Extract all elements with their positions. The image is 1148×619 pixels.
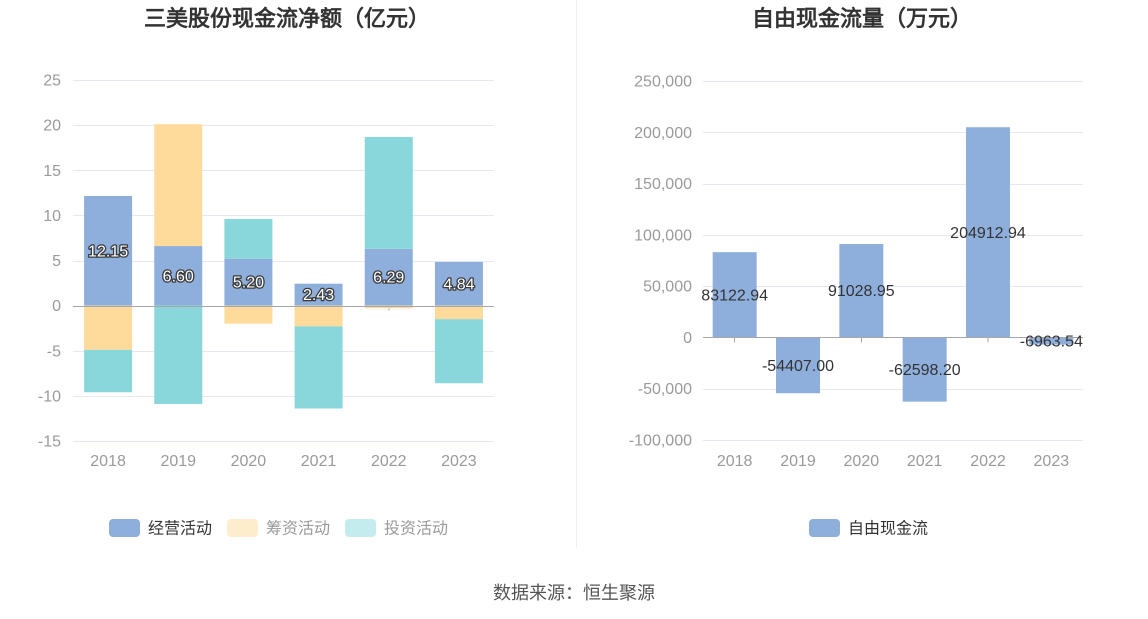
cashflow-x-tick-label: 2018 xyxy=(90,453,126,470)
cashflow-legend-item-1[interactable]: 经营活动 xyxy=(109,519,212,538)
bar-cashflow-s3-2023[interactable] xyxy=(434,319,483,384)
fcf-y-tick-label: 0 xyxy=(683,330,692,347)
legend-swatch xyxy=(809,519,840,537)
fcf-x-tick-label: 2023 xyxy=(1034,453,1070,470)
fcf-chart: 250,000 200,000 150,000 100,000 50,000 0 -50,0… xyxy=(629,74,1083,538)
cashflow-data-label-2019: 6.60 xyxy=(163,268,194,285)
cashflow-y-tick-label: -15 xyxy=(38,434,61,451)
cashflow-x-tick-label: 2022 xyxy=(371,453,407,470)
cashflow-y-tick-label: 20 xyxy=(43,118,61,135)
bar-cashflow-s3-2022[interactable] xyxy=(364,136,413,249)
bar-fcf-s1-2020[interactable] xyxy=(839,244,884,338)
cashflow-y-tick-label: 5 xyxy=(52,253,61,270)
cashflow-data-label-2020: 5.20 xyxy=(233,275,264,292)
cashflow-chart: 25 20 15 10 5 0 -5 -10 -15 2018 2019 2020 2021 2022 20… xyxy=(38,73,494,538)
fcf-y-tick-label: 150,000 xyxy=(634,176,692,193)
fcf-y-tick-label: 200,000 xyxy=(634,125,692,142)
cashflow-y-tick-label: 15 xyxy=(43,163,61,180)
bar-cashflow-s2-2021[interactable] xyxy=(294,305,343,327)
fcf-data-label-2022: 204912.94 xyxy=(950,225,1026,242)
legend-swatch xyxy=(345,519,376,537)
fcf-x-tick-label: 2022 xyxy=(970,453,1006,470)
cashflow-data-label-2021: 2.43 xyxy=(303,287,334,304)
fcf-x-tick-label: 2021 xyxy=(907,453,943,470)
bar-fcf-s1-2022[interactable] xyxy=(966,127,1010,338)
legend-swatch xyxy=(227,519,258,537)
cashflow-x-tick-label: 2019 xyxy=(160,453,196,470)
bar-cashflow-s2-2023[interactable] xyxy=(434,305,483,320)
cashflow-x-tick-label: 2023 xyxy=(441,453,477,470)
cashflow-y-tick-label: -5 xyxy=(47,343,61,360)
cashflow-y-tick-label: 25 xyxy=(43,73,61,90)
legend-swatch xyxy=(109,519,140,537)
fcf-y-tick-label: 100,000 xyxy=(634,227,692,244)
fcf-x-tick-label: 2018 xyxy=(717,453,753,470)
bar-cashflow-s3-2020[interactable] xyxy=(224,218,273,259)
cashflow-y-tick-label: -10 xyxy=(38,388,61,405)
fcf-data-label-2021: -62598.20 xyxy=(889,362,961,379)
cashflow-data-label-2018: 12.15 xyxy=(88,243,128,260)
cashflow-legend-item-3[interactable]: 投资活动 xyxy=(345,519,448,538)
fcf-data-label-2023: -6963.54 xyxy=(1020,333,1083,350)
bar-cashflow-s1-2021[interactable] xyxy=(294,283,343,306)
legend-label: 筹资活动 xyxy=(266,520,330,538)
fcf-x-tick-label: 2020 xyxy=(844,453,880,470)
bar-fcf-s1-2019[interactable] xyxy=(776,337,820,394)
fcf-y-tick-label: -50,000 xyxy=(638,381,692,398)
cashflow-y-tick-label: 10 xyxy=(43,208,61,225)
fcf-x-tick-label: 2019 xyxy=(780,453,816,470)
bar-fcf-s1-2023[interactable] xyxy=(1029,337,1074,345)
bar-cashflow-s2-2018[interactable] xyxy=(84,305,133,350)
fcf-y-tick-label: 250,000 xyxy=(634,74,692,91)
legend-label: 自由现金流 xyxy=(848,520,928,538)
bar-cashflow-s3-2019[interactable] xyxy=(154,305,203,404)
cashflow-x-tick-label: 2021 xyxy=(301,453,337,470)
legend-label: 经营活动 xyxy=(148,520,212,538)
bar-cashflow-s1-2022[interactable] xyxy=(364,248,413,306)
fcf-legend: 自由现金流 xyxy=(809,519,928,538)
cashflow-x-tick-label: 2020 xyxy=(231,453,267,470)
fcf-y-tick-label: -100,000 xyxy=(629,433,692,450)
fcf-y-tick-label: 50,000 xyxy=(643,279,692,296)
fcf-legend-item-1[interactable]: 自由现金流 xyxy=(809,519,928,538)
cashflow-legend: 经营活动 筹资活动 投资活动 xyxy=(109,519,448,538)
bar-cashflow-s3-2021[interactable] xyxy=(294,326,343,409)
cashflow-data-label-2022: 6.29 xyxy=(373,270,404,287)
data-source-note: 数据来源：恒生聚源 xyxy=(493,583,655,603)
legend-label: 投资活动 xyxy=(384,520,448,538)
bar-cashflow-s1-2020[interactable] xyxy=(224,258,273,306)
bar-cashflow-s1-2023[interactable] xyxy=(434,261,483,306)
bar-cashflow-s1-2018[interactable] xyxy=(84,195,133,306)
cashflow-data-label-2023: 4.84 xyxy=(443,276,474,293)
bar-fcf-s1-2018[interactable] xyxy=(712,252,757,338)
bar-cashflow-s3-2018[interactable] xyxy=(84,349,133,393)
fcf-data-label-2020: 91028.95 xyxy=(828,283,895,300)
bar-cashflow-s2-2020[interactable] xyxy=(224,305,273,324)
cashflow-y-tick-label: 0 xyxy=(52,298,61,315)
cashflow-legend-item-2[interactable]: 筹资活动 xyxy=(227,519,330,538)
fcf-chart-title: 自由现金流量（万元） xyxy=(752,6,972,31)
bar-cashflow-s1-2019[interactable] xyxy=(154,246,203,306)
fcf-data-label-2019: -54407.00 xyxy=(762,358,834,375)
fcf-data-label-2018: 83122.94 xyxy=(701,287,768,304)
cashflow-chart-title: 三美股份现金流净额（亿元） xyxy=(144,6,430,31)
bar-fcf-s1-2021[interactable] xyxy=(902,337,947,402)
bar-cashflow-s2-2019[interactable] xyxy=(154,124,203,247)
